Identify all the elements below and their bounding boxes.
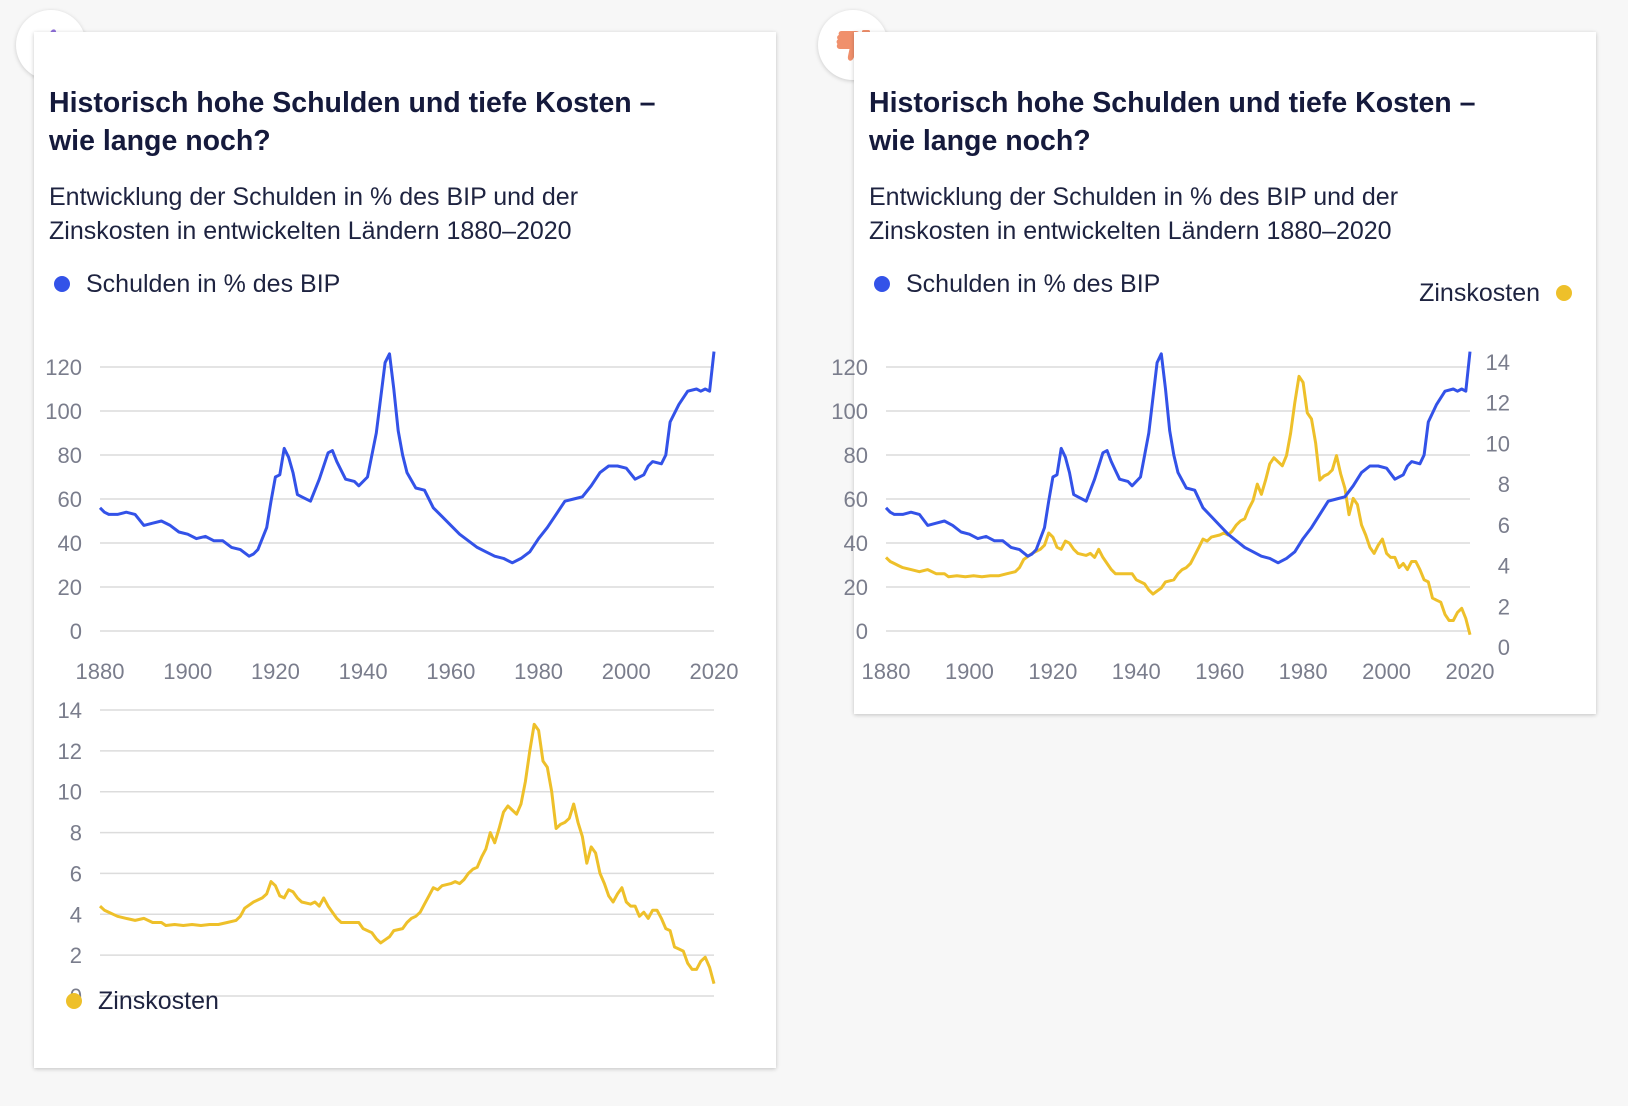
interest-line bbox=[98, 722, 716, 985]
y-tick-label: 4 bbox=[70, 902, 82, 927]
y-tick-label: 60 bbox=[58, 487, 82, 512]
x-tick-label: 2020 bbox=[690, 659, 739, 684]
x-tick-label: 1940 bbox=[339, 659, 388, 684]
chart-title: Historisch hohe Schulden und tiefe Koste… bbox=[49, 87, 656, 157]
y-tick-label-left: 40 bbox=[844, 531, 868, 556]
y-tick-label-left: 120 bbox=[831, 355, 868, 380]
y-tick-label-right: 8 bbox=[1498, 472, 1510, 497]
y-tick-label-left: 80 bbox=[844, 443, 868, 468]
x-tick-label: 1920 bbox=[251, 659, 300, 684]
y-tick-label-left: 20 bbox=[844, 575, 868, 600]
y-tick-label: 6 bbox=[70, 861, 82, 886]
x-tick-label: 1900 bbox=[163, 659, 212, 684]
legend-dot-debt bbox=[54, 276, 70, 292]
debt-line-chart: 0 20 40 60 80 100 120 1880 1900 1920 1940 1960 1980 2… bbox=[45, 351, 739, 684]
y-tick-label: 40 bbox=[58, 531, 82, 556]
debt-line bbox=[884, 351, 1472, 565]
y-tick-label-right: 14 bbox=[1486, 350, 1510, 375]
y-tick-label-left: 0 bbox=[856, 619, 868, 644]
y-tick-label-right: 12 bbox=[1486, 391, 1510, 416]
legend-dot-interest bbox=[66, 993, 82, 1009]
chart-subtitle: Entwicklung der Schulden in % des BIP un… bbox=[869, 183, 1399, 245]
x-tick-label: 1900 bbox=[945, 659, 994, 684]
y-tick-label: 0 bbox=[70, 619, 82, 644]
y-tick-label: 10 bbox=[58, 780, 82, 805]
legend-label-interest: Zinskosten bbox=[98, 987, 219, 1015]
legend-interest: Zinskosten bbox=[66, 986, 219, 1016]
x-tick-label: 1960 bbox=[1195, 659, 1244, 684]
x-tick-label: 2000 bbox=[602, 659, 651, 684]
y-tick-label: 14 bbox=[58, 698, 82, 723]
y-tick-label: 2 bbox=[70, 943, 82, 968]
y-tick-label-right: 4 bbox=[1498, 554, 1510, 579]
legend-label-debt: Schulden in % des BIP bbox=[86, 270, 341, 298]
y-tick-label-left: 60 bbox=[844, 487, 868, 512]
y-tick-label: 20 bbox=[58, 575, 82, 600]
legend-dot-debt bbox=[874, 276, 890, 292]
x-tick-label: 2020 bbox=[1446, 659, 1495, 684]
legend-debt: Schulden in % des BIP bbox=[54, 269, 340, 299]
legend-label-debt: Schulden in % des BIP bbox=[906, 270, 1161, 298]
legend-debt: Schulden in % des BIP bbox=[874, 269, 1160, 299]
x-tick-label: 1980 bbox=[1279, 659, 1328, 684]
y-tick-label: 12 bbox=[58, 739, 82, 764]
legend-interest: Zinskosten bbox=[1419, 278, 1572, 308]
interest-line bbox=[884, 374, 1472, 636]
chart-title: Historisch hohe Schulden und tiefe Koste… bbox=[869, 87, 1476, 157]
y-tick-label: 80 bbox=[58, 443, 82, 468]
x-tick-label: 2000 bbox=[1362, 659, 1411, 684]
y-tick-label: 100 bbox=[45, 399, 82, 424]
x-tick-label: 1880 bbox=[862, 659, 911, 684]
x-tick-label: 1980 bbox=[514, 659, 563, 684]
y-tick-label: 120 bbox=[45, 355, 82, 380]
y-tick-label: 8 bbox=[70, 821, 82, 846]
x-tick-label: 1960 bbox=[426, 659, 475, 684]
chart-card-dual-axis: Historisch hohe Schulden und tiefe Koste… bbox=[831, 32, 1596, 714]
y-tick-label-left: 100 bbox=[831, 399, 868, 424]
x-tick-label: 1920 bbox=[1028, 659, 1077, 684]
x-tick-label: 1940 bbox=[1112, 659, 1161, 684]
y-tick-label-right: 10 bbox=[1486, 431, 1510, 456]
x-tick-label: 1880 bbox=[76, 659, 125, 684]
chart-card-separate-axes: Historisch hohe Schulden und tiefe Koste… bbox=[34, 32, 776, 1068]
y-tick-label-right: 0 bbox=[1498, 635, 1510, 660]
y-tick-label-right: 6 bbox=[1498, 513, 1510, 538]
legend-label-interest: Zinskosten bbox=[1419, 279, 1540, 307]
y-tick-label-right: 2 bbox=[1498, 594, 1510, 619]
debt-line bbox=[98, 351, 716, 565]
dual-axis-line-chart: 0 20 40 60 80 100 120 0 2 4 6 8 10 12 14 1880 1900 1920 19… bbox=[831, 350, 1510, 684]
chart-subtitle: Entwicklung der Schulden in % des BIP un… bbox=[49, 183, 579, 245]
legend-dot-interest bbox=[1556, 285, 1572, 301]
